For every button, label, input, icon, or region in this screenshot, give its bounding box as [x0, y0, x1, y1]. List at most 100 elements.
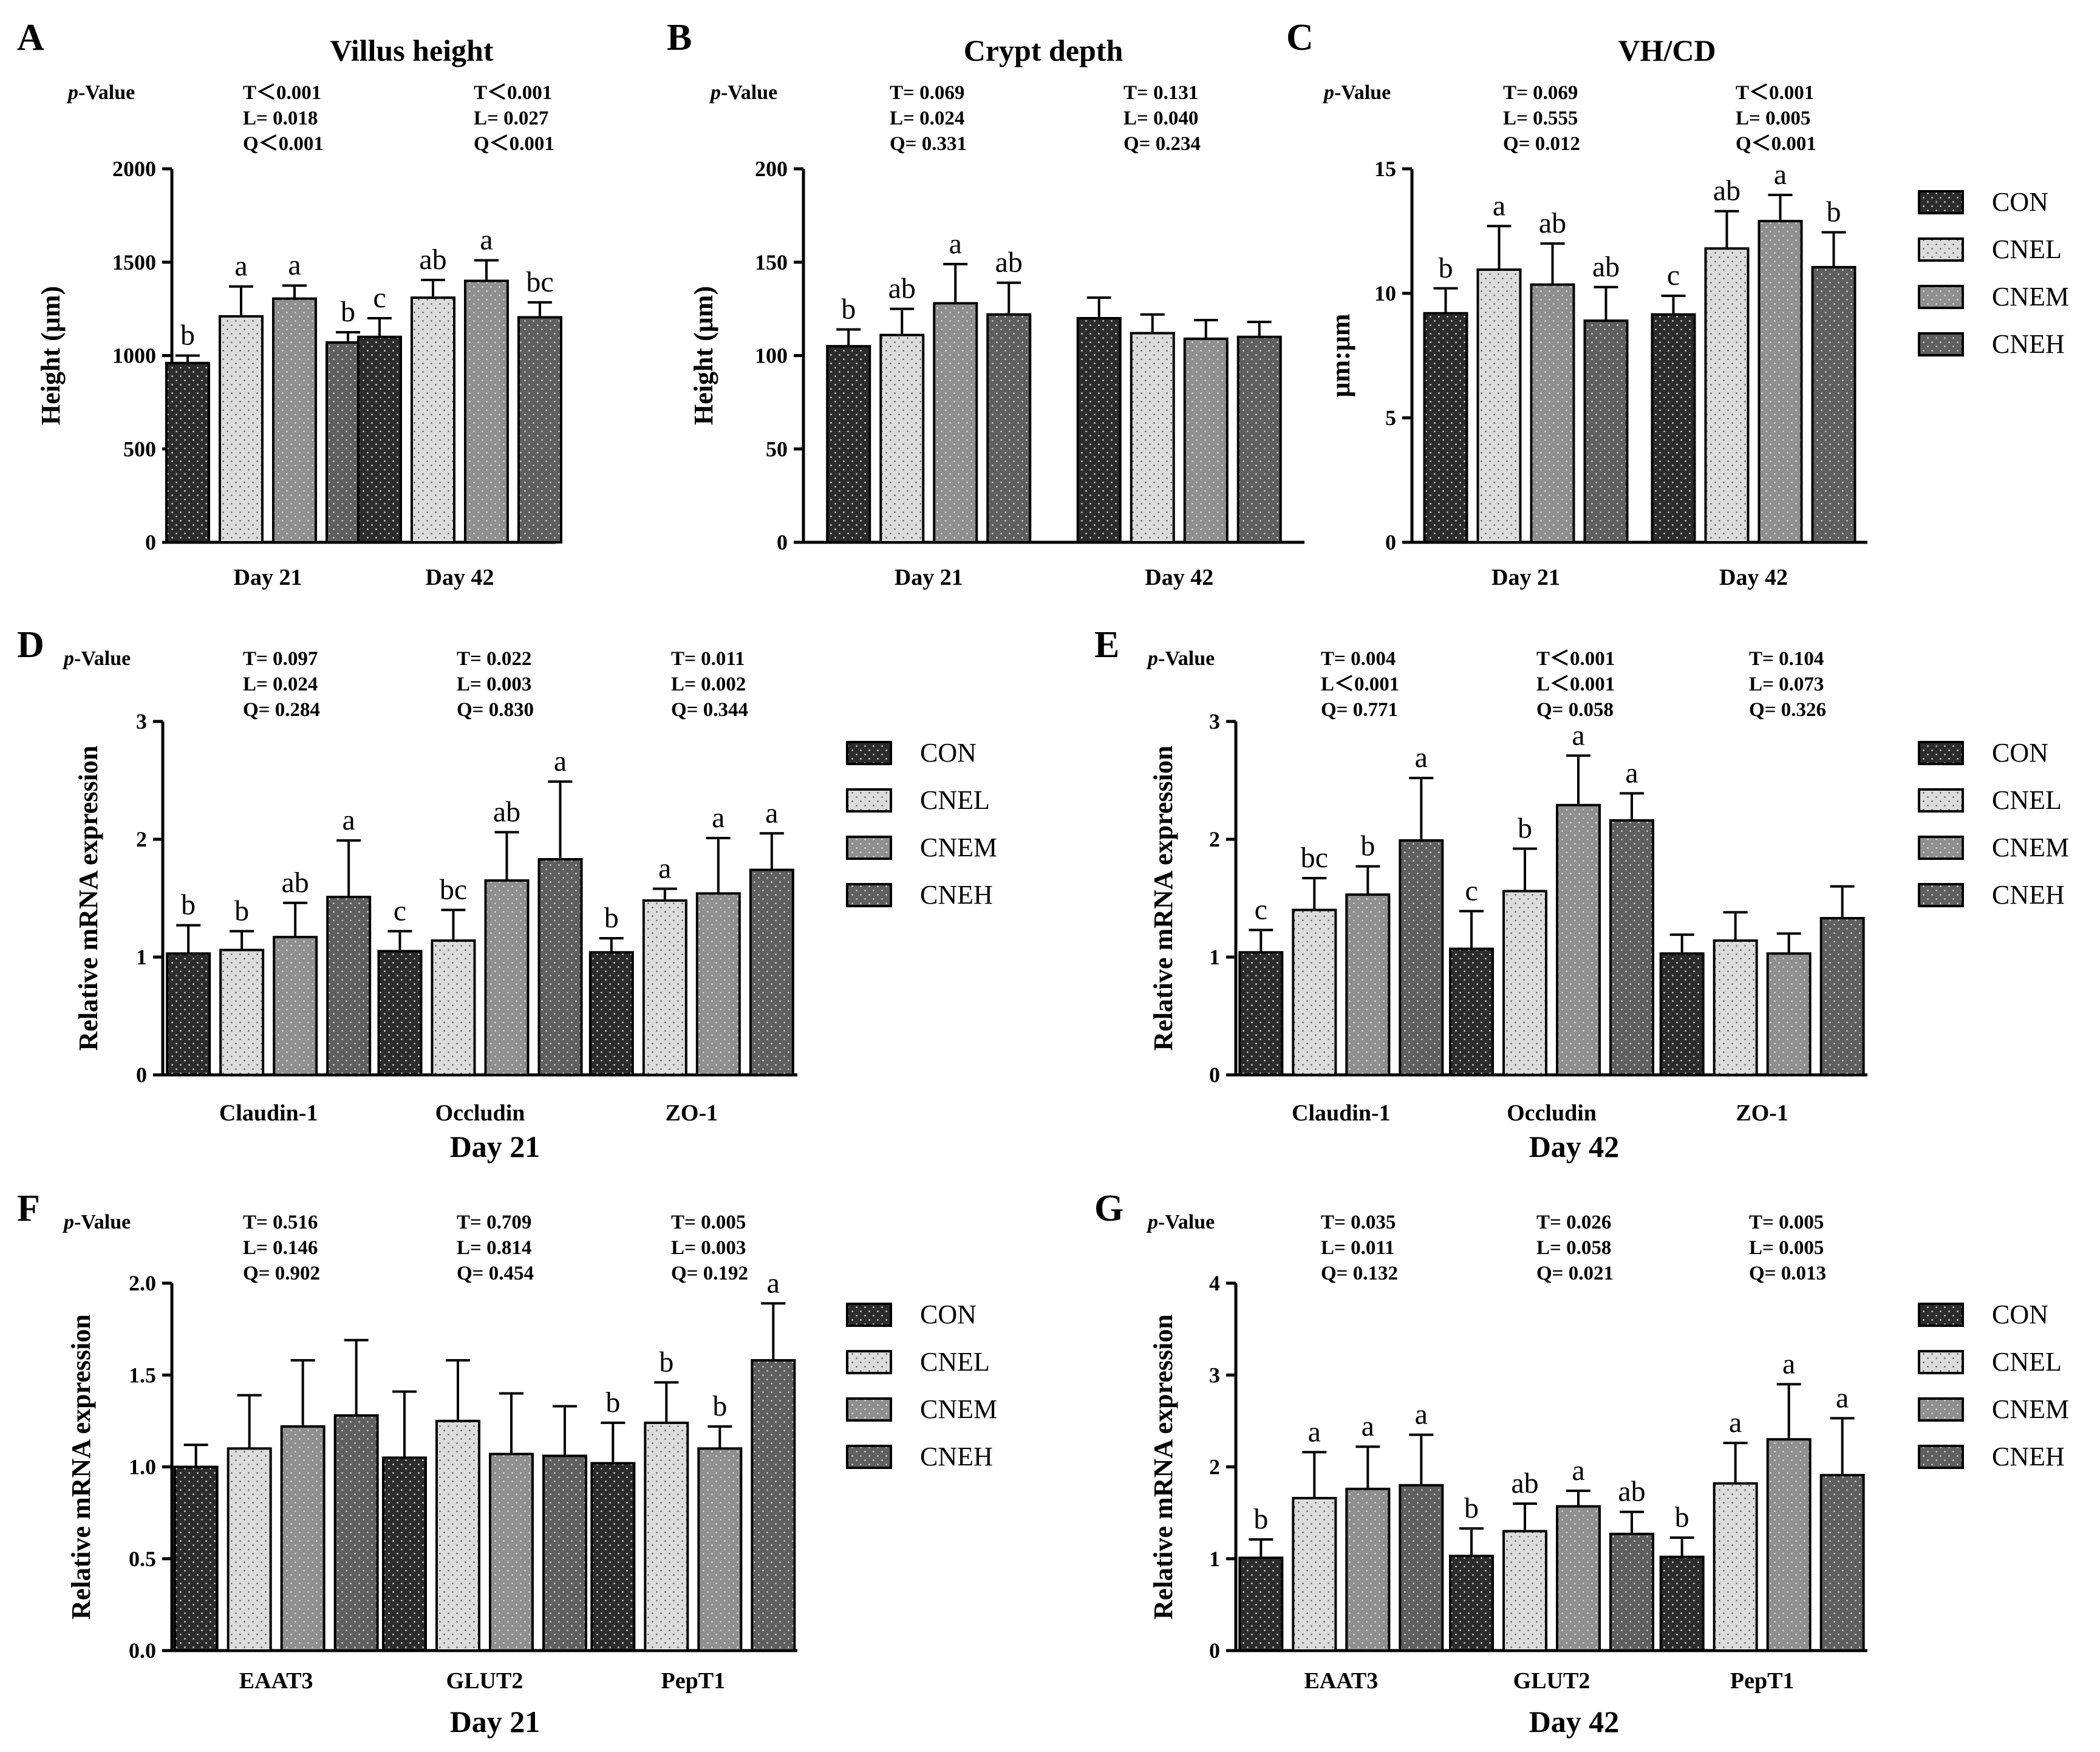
p-value-text: L= 0.024 [243, 673, 318, 695]
legend-swatch [846, 883, 892, 907]
p-value-text: L= 0.555 [1503, 107, 1578, 129]
p-value-heading: p-Value [1146, 1211, 1215, 1233]
p-value-text: T= 0.022 [457, 648, 531, 670]
y-tick-label: 2000 [112, 157, 156, 181]
p-value-text: Q= 0.454 [457, 1263, 534, 1284]
p-value-text: L= 0.146 [243, 1237, 318, 1259]
bar [1713, 1482, 1758, 1652]
legend-label: CNEL [1992, 234, 2062, 264]
bar [464, 279, 509, 544]
legend-label: CNEL [1992, 1347, 2062, 1377]
significance-letter: ab [1713, 175, 1740, 207]
category-label: Day 42 [426, 565, 494, 590]
y-axis-label: Relative mRNA expression [1148, 1314, 1178, 1620]
group-label: Day 21 [450, 1705, 540, 1739]
category-label: Day 21 [1491, 565, 1560, 590]
panel-letter-C: C [1286, 17, 1314, 58]
p-value-text: Q＜0.001 [474, 133, 554, 155]
significance-letter: a [1415, 741, 1428, 774]
p-value-heading: p-Value [1322, 81, 1391, 104]
p-value-text: L＜0.001 [1536, 673, 1615, 695]
category-label: Day 21 [234, 565, 302, 590]
p-value-text: L= 0.005 [1749, 1237, 1824, 1259]
significance-letter: c [1465, 874, 1478, 907]
p-value-text: L= 0.040 [1123, 107, 1198, 129]
bar [1659, 1555, 1705, 1652]
p-value-text: T= 0.005 [671, 1212, 746, 1233]
category-label: Day 21 [895, 565, 963, 590]
y-tick-label: 2 [1209, 1455, 1220, 1479]
bar [435, 1419, 480, 1652]
p-value-text: T= 0.709 [457, 1212, 531, 1233]
bar [1345, 1487, 1391, 1652]
bar [1609, 1532, 1654, 1652]
bar [431, 939, 476, 1076]
y-tick-label: 150 [755, 250, 788, 274]
p-value-text: Q= 0.021 [1536, 1263, 1614, 1284]
y-axis-label: Relative mRNA expression [73, 746, 103, 1051]
y-tick-label: 1500 [112, 250, 156, 274]
significance-letter: a [343, 804, 355, 836]
bar [986, 313, 1032, 544]
bar [165, 361, 210, 544]
significance-letter: ab [888, 273, 916, 305]
bar [590, 1462, 636, 1652]
bar [357, 335, 402, 544]
legend-label: CON [1992, 738, 2048, 768]
p-value-text: T= 0.131 [1123, 82, 1198, 104]
significance-letter: b [1253, 1503, 1268, 1535]
significance-letter: b [712, 1390, 727, 1422]
p-value-text: L= 0.073 [1749, 673, 1824, 695]
significance-letter: a [1415, 1399, 1428, 1431]
y-tick-label: 1 [1209, 1547, 1220, 1571]
p-value-text: T＜0.001 [474, 82, 552, 104]
bar [1502, 890, 1547, 1076]
legend-swatch [1918, 237, 1964, 262]
legend-swatch [1918, 190, 1964, 214]
bar [1713, 939, 1758, 1076]
y-tick-label: 1.5 [129, 1363, 156, 1387]
p-value-text: Q= 0.234 [1123, 133, 1201, 155]
p-value-heading: p-Value [1146, 647, 1215, 670]
category-label: EAAT3 [239, 1668, 313, 1694]
significance-letter: b [341, 296, 355, 328]
y-tick-label: 1 [136, 945, 147, 969]
significance-letter: b [605, 1386, 620, 1419]
bar [272, 297, 317, 544]
bar [219, 315, 264, 544]
significance-letter: ab [419, 244, 446, 276]
bar [173, 1465, 219, 1652]
significance-letter: ab [995, 247, 1023, 279]
significance-letter: a [1572, 719, 1584, 751]
bar [227, 1447, 272, 1652]
bar [1502, 1530, 1547, 1652]
group-label: Day 42 [1529, 1130, 1620, 1164]
p-value-heading: p-Value [709, 81, 777, 104]
y-tick-label: 0 [145, 530, 156, 554]
y-tick-label: 100 [755, 344, 788, 368]
p-value-text: Q= 0.013 [1749, 1263, 1826, 1284]
y-tick-label: 1 [1209, 945, 1220, 969]
category-label: Claudin-1 [219, 1100, 318, 1126]
p-value-text: T＜0.001 [1536, 648, 1615, 670]
significance-letter: a [1782, 1348, 1795, 1380]
p-value-text: Q= 0.284 [243, 699, 320, 721]
y-tick-label: 3 [1209, 709, 1220, 734]
significance-letter: b [659, 1346, 673, 1378]
p-value-text: L= 0.003 [457, 673, 531, 695]
bar [1583, 319, 1629, 544]
bar [542, 1454, 587, 1652]
significance-letter: b [1675, 1501, 1689, 1533]
y-tick-label: 200 [755, 157, 788, 181]
bar [1556, 803, 1601, 1076]
bar [644, 1421, 689, 1652]
significance-letter: ab [282, 867, 309, 899]
group-label: Day 21 [450, 1130, 540, 1164]
bar [1476, 268, 1522, 544]
significance-letter: a [658, 852, 671, 884]
bar [1423, 312, 1468, 544]
legend-swatch [1918, 1445, 1964, 1469]
